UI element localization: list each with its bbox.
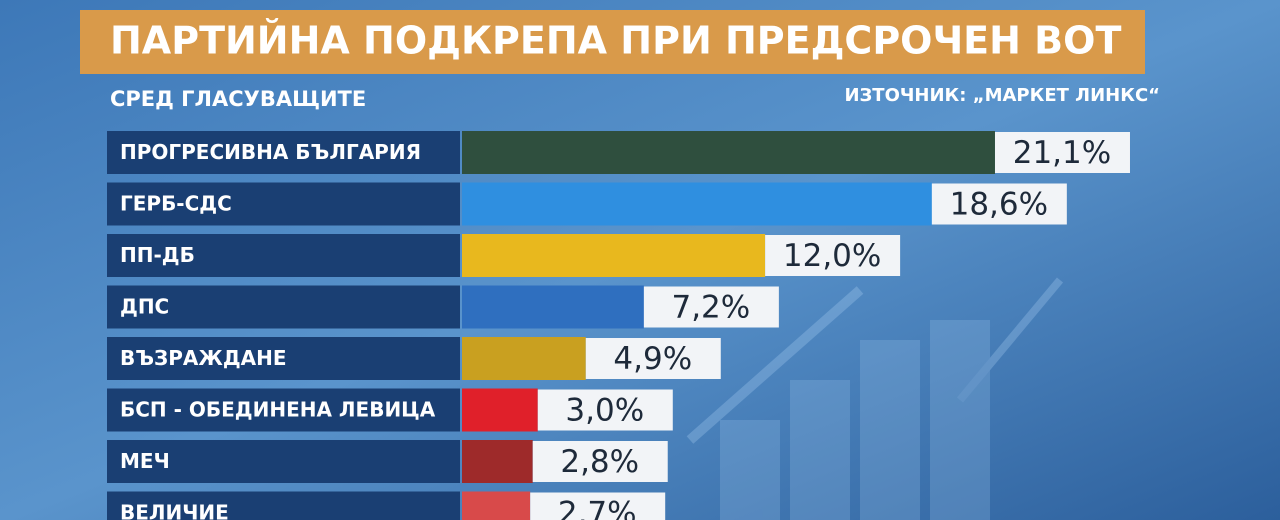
label-box (107, 182, 460, 226)
label-box (107, 337, 460, 380)
label-box (107, 131, 460, 174)
value-box (585, 338, 721, 379)
chart-title: ПАРТИЙНА ПОДКРЕПА ПРИ ПРЕДСРОЧЕН ВОТ (110, 19, 1121, 63)
value-box (532, 441, 668, 482)
label-box (107, 285, 460, 329)
bar (462, 285, 644, 329)
value-label: 18,6% (950, 187, 1048, 223)
bar (462, 440, 533, 483)
value-label: 7,2% (671, 290, 750, 326)
value-box (994, 132, 1130, 173)
label-box (107, 491, 460, 520)
source: ИЗТОЧНИК: „МАРКЕТ ЛИНКС“ (844, 85, 1160, 106)
category-label: ВЪЗРАЖДАНЕ (120, 346, 287, 370)
category-label: ДПС (120, 295, 169, 319)
category-label: БСП - ОБЕДИНЕНА ЛЕВИЦА (120, 398, 436, 422)
category-label: ВЕЛИЧИЕ (120, 501, 229, 520)
label-box (107, 234, 460, 277)
value-box (537, 389, 673, 431)
bar (462, 182, 932, 226)
title-band (80, 10, 1145, 74)
bar (462, 491, 531, 520)
value-label: 4,9% (613, 341, 692, 377)
value-label: 2,8% (560, 444, 639, 480)
bar (462, 131, 995, 174)
value-box (765, 235, 901, 276)
value-label: 12,0% (783, 238, 881, 274)
chart-subtitle: СРЕД ГЛАСУВАЩИТЕ (110, 87, 366, 111)
value-box (643, 286, 779, 328)
label-box (107, 440, 460, 483)
value-box (530, 492, 666, 520)
category-label: МЕЧ (120, 449, 170, 473)
category-label: ПРОГРЕСИВНА БЪЛГАРИЯ (120, 140, 421, 164)
value-label: 21,1% (1013, 135, 1111, 171)
label-box (107, 388, 460, 432)
category-label: ПП-ДБ (120, 243, 195, 267)
value-label: 3,0% (565, 393, 644, 429)
decor (686, 277, 1064, 520)
value-box (931, 183, 1067, 225)
bar (462, 234, 766, 277)
value-label: 2,7% (558, 496, 637, 520)
bar (462, 388, 538, 432)
bar (462, 337, 586, 380)
category-label: ГЕРБ-СДС (120, 192, 232, 216)
